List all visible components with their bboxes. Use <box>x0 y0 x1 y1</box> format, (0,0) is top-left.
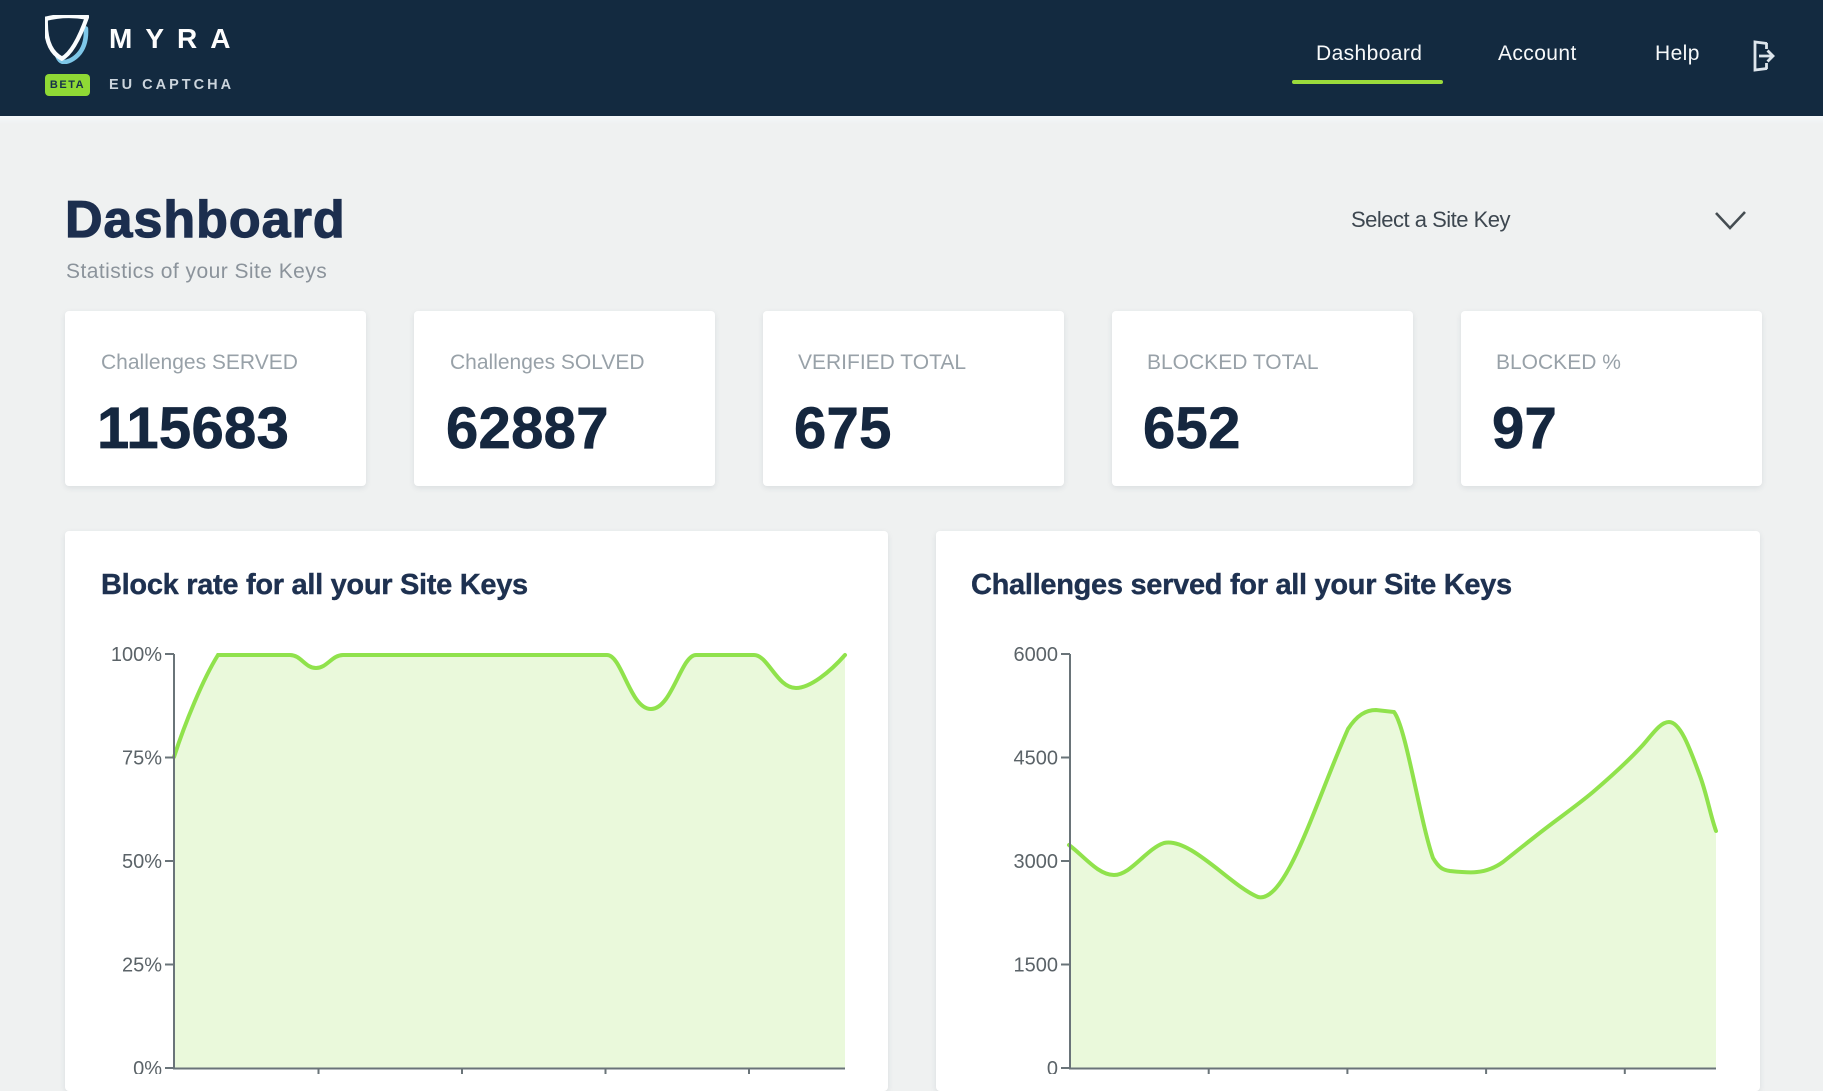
svg-text:0%: 0% <box>133 1058 162 1074</box>
svg-text:1500: 1500 <box>1014 955 1059 977</box>
svg-text:75%: 75% <box>122 748 162 770</box>
svg-text:50%: 50% <box>122 851 162 873</box>
svg-text:0: 0 <box>1047 1058 1058 1074</box>
svg-text:6000: 6000 <box>1014 644 1059 666</box>
svg-text:25%: 25% <box>122 955 162 977</box>
svg-text:3000: 3000 <box>1014 851 1059 873</box>
svg-text:4500: 4500 <box>1014 748 1059 770</box>
svg-text:100%: 100% <box>111 644 162 666</box>
